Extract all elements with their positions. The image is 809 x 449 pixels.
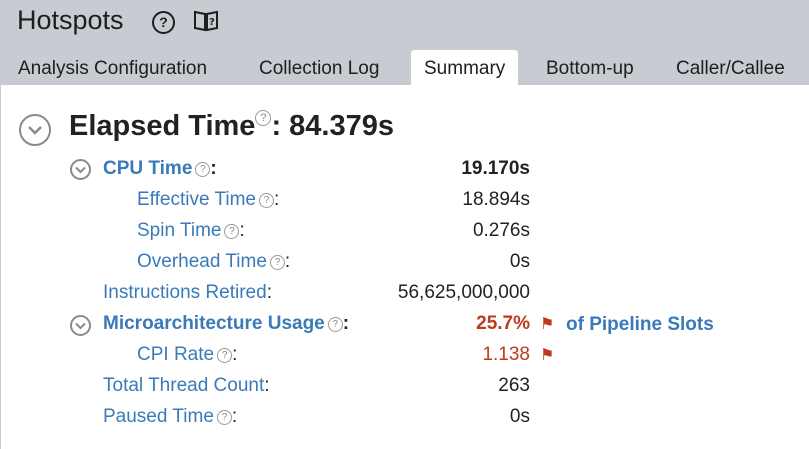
paused-time-link[interactable]: Paused Time?: [103,406,238,427]
cpu-time-value: 19.170s [461,158,530,179]
tab-summary[interactable]: Summary [411,50,519,85]
tab-caller-callee[interactable]: Caller/Callee [676,58,785,79]
book-help-icon[interactable]: ? [193,8,219,37]
instructions-retired-link[interactable]: Instructions Retired: [103,282,272,303]
elapsed-time-label: Elapsed Time [69,110,256,142]
elapsed-time-value: : 84.379s [271,110,394,142]
help-icon[interactable]: ? [217,348,233,363]
page-title: Hotspots [17,5,124,35]
pipeline-slots-label: of Pipeline Slots [566,314,714,335]
total-thread-count-value: 263 [498,375,530,396]
overhead-time-link[interactable]: Overhead Time?: [137,251,291,272]
help-icon[interactable]: ? [269,255,285,270]
help-icon[interactable]: ? [195,162,211,177]
cpi-rate-value: 1.138 [482,344,530,365]
microarchitecture-usage-link[interactable]: Microarchitecture Usage?: [103,313,350,334]
microarchitecture-collapse-icon[interactable] [70,315,91,336]
cpu-time-collapse-icon[interactable] [70,159,91,180]
instructions-retired-value: 56,625,000,000 [397,282,530,303]
help-circle-icon[interactable]: ? [152,11,175,34]
help-icon[interactable]: ? [255,110,272,126]
tab-bottom-up[interactable]: Bottom-up [546,58,634,79]
help-icon[interactable]: ? [327,317,343,332]
microarchitecture-usage-value: 25.7% [476,313,530,334]
effective-time-link[interactable]: Effective Time?: [137,189,280,210]
help-icon[interactable]: ? [224,224,240,239]
spin-time-link[interactable]: Spin Time?: [137,220,245,241]
effective-time-value: 18.894s [462,189,530,210]
elapsed-time-heading: Elapsed Time?: 84.379s [69,110,394,143]
spin-time-value: 0.276s [472,220,530,241]
help-icon[interactable]: ? [258,193,274,208]
cpi-rate-link[interactable]: CPI Rate?: [137,344,238,365]
tab-collection-log[interactable]: Collection Log [259,58,380,79]
elapsed-collapse-icon[interactable] [19,114,51,146]
header-bar: Hotspots ? ? Analysis Configuration Coll… [0,0,809,85]
warning-flag-icon: ⚑ [540,316,555,333]
cpu-time-link[interactable]: CPU Time?: [103,158,217,179]
svg-text:?: ? [209,17,215,28]
total-thread-count-link[interactable]: Total Thread Count: [103,375,270,396]
content-border [0,85,1,449]
overhead-time-value: 0s [509,251,530,272]
warning-flag-icon: ⚑ [540,347,555,364]
tab-analysis-configuration[interactable]: Analysis Configuration [18,58,208,79]
help-icon[interactable]: ? [216,410,232,425]
paused-time-value: 0s [509,406,530,427]
